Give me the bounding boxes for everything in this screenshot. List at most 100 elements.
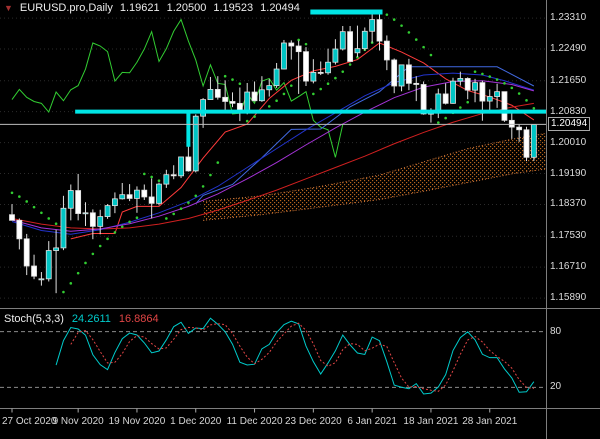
candle — [178, 156, 184, 179]
candle — [97, 209, 104, 235]
candle — [156, 182, 162, 206]
sar-dot — [297, 38, 300, 42]
candle — [516, 124, 523, 142]
stoch-d-value: 16.8864 — [118, 313, 159, 325]
candle — [405, 58, 412, 91]
sar-dot — [510, 86, 514, 90]
sar-dot — [47, 217, 51, 220]
sar-dot — [143, 172, 146, 176]
candle — [148, 178, 155, 219]
candle — [310, 59, 317, 84]
candle — [207, 76, 214, 100]
sar-dot — [267, 105, 271, 108]
candle — [126, 184, 133, 202]
sar-dot — [407, 31, 411, 34]
sar-dot — [231, 78, 234, 81]
sar-dot — [304, 42, 308, 46]
candle — [457, 71, 464, 86]
sar-dot — [532, 106, 536, 110]
sar-dot — [135, 216, 139, 219]
candle — [391, 58, 398, 94]
ohlc-close-value: 1.20494 — [260, 2, 300, 14]
candle — [442, 83, 449, 105]
stoch-k-value: 24.2611 — [71, 313, 111, 325]
candle — [119, 182, 126, 200]
sar-dot — [253, 115, 256, 118]
stoch-main-line — [55, 317, 535, 395]
sar-dot — [10, 191, 14, 195]
price-axis-label: 1.18370 — [550, 198, 587, 210]
stoch-scale-label: 80 — [550, 325, 562, 337]
candle — [347, 26, 354, 63]
candle — [369, 11, 376, 43]
time-axis-label: 28 Jan 2021 — [462, 416, 518, 427]
price-axis-label: 1.15890 — [550, 292, 587, 304]
candle — [450, 77, 456, 104]
candle — [75, 173, 82, 221]
sar-dot — [54, 222, 58, 226]
sar-dot — [341, 70, 345, 73]
candle — [523, 126, 530, 162]
candle — [501, 91, 508, 122]
sar-dot — [503, 82, 506, 85]
kijun-sen — [195, 66, 535, 205]
sar-dot — [356, 56, 359, 59]
price-axis-label: 1.22490 — [550, 43, 587, 55]
price-axis-label: 1.16710 — [550, 261, 587, 273]
time-axis-label: 23 Dec 2020 — [284, 416, 342, 427]
current-price-label: 1.20494 — [548, 117, 591, 132]
candle — [89, 209, 96, 240]
candle — [530, 124, 537, 162]
sar-dot — [392, 18, 396, 21]
sar-dot — [437, 121, 440, 124]
candle — [134, 186, 140, 213]
sar-dot — [40, 211, 43, 215]
sar-dot — [400, 24, 403, 27]
candle — [354, 25, 361, 57]
candle — [244, 82, 251, 115]
time-scale[interactable]: 27 Oct 2020 9 Nov 2020 19 Nov 2020 1 Dec 20… — [0, 410, 546, 439]
sar-dot — [466, 100, 470, 104]
candle — [303, 47, 309, 86]
candle — [273, 62, 280, 88]
time-axis-label: 27 Oct 2020 — [2, 416, 57, 427]
candle — [266, 79, 273, 97]
time-axis-label: 6 Jan 2021 — [347, 416, 397, 427]
time-axis-label: 9 Nov 2020 — [52, 416, 104, 427]
candle — [281, 39, 287, 70]
sar-dot — [517, 92, 521, 95]
candle — [60, 195, 67, 251]
candle — [222, 80, 229, 114]
stoch-indicator-label: Stoch(5,3,3) — [4, 313, 64, 325]
candle — [288, 40, 295, 60]
chart-symbol-period: EURUSD.pro,Daily — [19, 2, 113, 14]
candle — [398, 64, 405, 92]
sar-dot — [495, 78, 499, 81]
candle — [67, 184, 74, 221]
candle — [383, 35, 390, 71]
ohlc-high-value: 1.20500 — [166, 2, 207, 14]
sar-dot — [165, 217, 168, 220]
candle — [9, 204, 15, 221]
candle — [141, 184, 148, 200]
candle — [494, 83, 501, 108]
price-scale[interactable]: 1.20494 1.23310 1.22490 1.21650 1.20830 1.20… — [548, 0, 600, 439]
sar-dot — [106, 237, 109, 241]
candle — [361, 27, 368, 51]
sar-dot — [18, 195, 21, 198]
sar-dot — [98, 244, 102, 248]
candle — [332, 39, 339, 65]
candle — [339, 26, 346, 51]
candle — [31, 254, 37, 280]
sar-dot — [525, 99, 528, 102]
sar-dot — [120, 225, 124, 229]
sar-dot — [150, 175, 153, 179]
sar-dot — [172, 212, 175, 216]
candle — [38, 272, 45, 286]
sar-dot — [62, 290, 65, 294]
sar-dot — [488, 75, 492, 78]
sar-dot — [84, 261, 87, 265]
sar-dot — [157, 179, 161, 183]
candle — [163, 169, 170, 188]
